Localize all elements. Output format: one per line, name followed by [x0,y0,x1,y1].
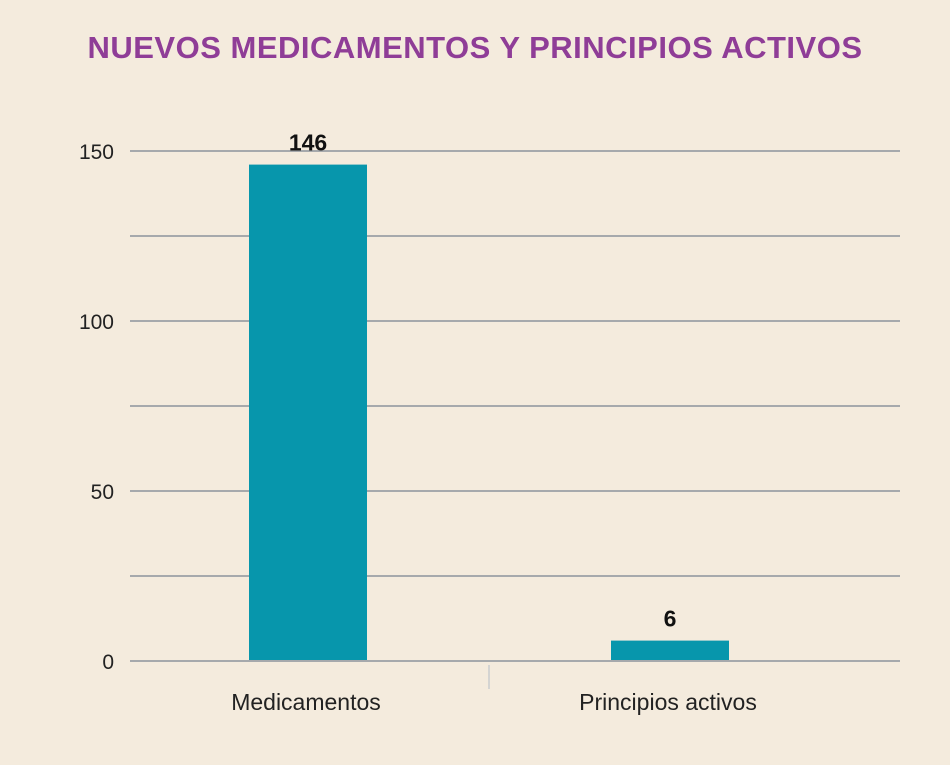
category-label: Principios activos [579,689,757,715]
data-label: 146 [289,130,327,156]
y-tick-label: 0 [102,651,114,674]
y-tick-label: 50 [91,481,114,504]
y-tick-label: 150 [79,141,114,164]
bar [249,164,367,661]
data-label: 6 [664,606,677,632]
category-label: Medicamentos [231,689,381,715]
chart-title: NUEVOS MEDICAMENTOS Y PRINCIPIOS ACTIVOS [87,30,863,65]
bar [611,640,729,661]
y-tick-label: 100 [79,311,114,334]
